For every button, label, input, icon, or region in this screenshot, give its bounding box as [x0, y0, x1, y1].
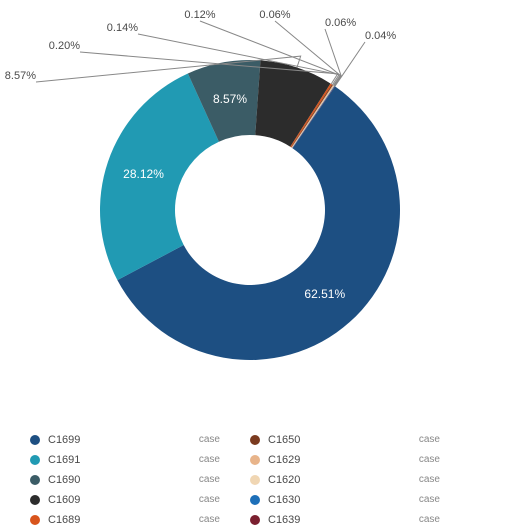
legend: C1699caseC1691caseC1690caseC1609caseC168… [30, 430, 480, 530]
legend-item-C1629: C1629 case [250, 450, 470, 470]
legend-name: C1620 [268, 470, 300, 490]
legend-item-C1639: C1639 case [250, 510, 470, 530]
legend-swatch [30, 455, 40, 465]
legend-name: C1650 [268, 430, 300, 450]
legend-name: C1630 [268, 490, 300, 510]
legend-swatch [250, 435, 260, 445]
legend-swatch [250, 475, 260, 485]
legend-swatch [250, 455, 260, 465]
legend-name: C1691 [48, 450, 80, 470]
donut-chart: 62.51%28.12%8.57%8.57%0.20%0.14%0.12%0.0… [0, 0, 509, 400]
legend-unit: case [199, 510, 220, 530]
legend-unit: case [419, 490, 440, 510]
legend-item-C1689: C1689 case [30, 510, 250, 530]
legend-name: C1629 [268, 450, 300, 470]
legend-name: C1609 [48, 490, 80, 510]
legend-swatch [250, 515, 260, 525]
legend-unit: case [199, 430, 220, 450]
legend-unit: case [419, 470, 440, 490]
legend-item-C1630: C1630 case [250, 490, 470, 510]
legend-swatch [30, 515, 40, 525]
legend-name: C1689 [48, 510, 80, 530]
legend-name: C1690 [48, 470, 80, 490]
legend-item-C1690: C1690 case [30, 470, 250, 490]
legend-item-C1699: C1699 case [30, 430, 250, 450]
legend-unit: case [419, 450, 440, 470]
legend-swatch [30, 475, 40, 485]
legend-name: C1699 [48, 430, 80, 450]
donut-svg [0, 0, 509, 400]
legend-unit: case [199, 470, 220, 490]
legend-unit: case [419, 510, 440, 530]
slice-C1691 [100, 73, 219, 280]
legend-unit: case [199, 450, 220, 470]
legend-item-C1620: C1620 case [250, 470, 470, 490]
legend-swatch [30, 435, 40, 445]
legend-item-C1650: C1650 case [250, 430, 470, 450]
legend-item-C1691: C1691 case [30, 450, 250, 470]
legend-item-C1609: C1609 case [30, 490, 250, 510]
legend-swatch [30, 495, 40, 505]
legend-name: C1639 [268, 510, 300, 530]
legend-unit: case [199, 490, 220, 510]
legend-swatch [250, 495, 260, 505]
callout-line-C1639 [335, 42, 365, 86]
legend-unit: case [419, 430, 440, 450]
